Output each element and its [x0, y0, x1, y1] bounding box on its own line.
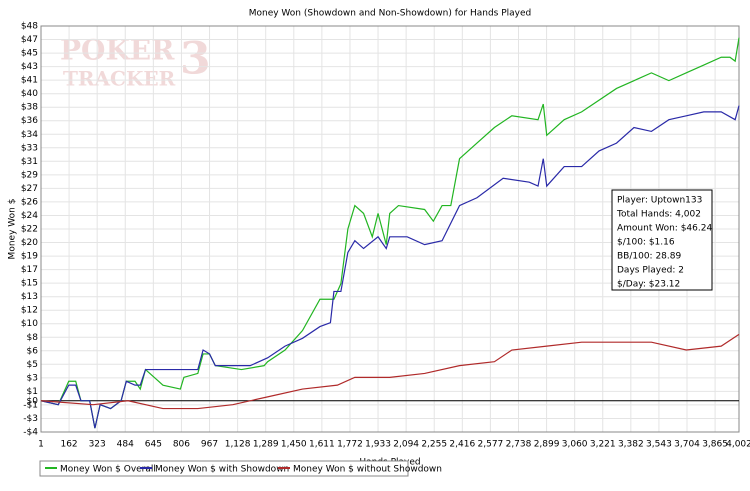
x-tick-label: 645: [145, 440, 162, 450]
y-tick-label: $27: [21, 184, 38, 194]
info-box: [611, 189, 713, 291]
y-tick-label: -$3: [23, 414, 38, 424]
y-tick-label: $13: [21, 292, 38, 302]
y-tick-label: $33: [21, 143, 38, 153]
x-tick-label: 484: [117, 440, 134, 450]
watermark: POKER: [60, 34, 175, 67]
y-tick-label: $1: [27, 387, 38, 397]
x-tick-label: 1,611: [309, 440, 335, 450]
watermark: 3: [180, 34, 211, 85]
y-tick-label: $47: [21, 35, 38, 45]
x-tick-label: 1,450: [281, 440, 307, 450]
x-tick-label: 1,289: [253, 440, 279, 450]
y-tick-label: $22: [21, 225, 38, 235]
x-tick-label: 3,221: [590, 440, 616, 450]
x-tick-label: 3,382: [618, 440, 644, 450]
y-tick-label: -$1: [23, 400, 38, 410]
y-axis-label: Money Won $: [8, 199, 18, 260]
y-tick-label: $43: [21, 62, 38, 72]
legend-label: Money Won $ without Showdown: [293, 465, 442, 475]
plot-frame: [40, 25, 740, 433]
y-tick-label: $29: [21, 170, 38, 180]
x-tick-label: 1,128: [225, 440, 251, 450]
y-tick-label: $48: [21, 22, 38, 32]
x-tick-label: 2,416: [449, 440, 475, 450]
y-tick-label: $34: [21, 130, 38, 140]
x-tick-label: 2,577: [478, 440, 504, 450]
y-tick-label: $5: [27, 360, 38, 370]
y-tick-label: $8: [27, 333, 39, 343]
x-tick-label: 2,255: [421, 440, 447, 450]
y-tick-label: $36: [21, 116, 38, 126]
info-line: BB/100: 28.89: [617, 252, 681, 262]
x-tick-label: 2,094: [393, 440, 419, 450]
y-tick-label: $38: [21, 103, 38, 113]
y-tick-label: $26: [21, 197, 38, 207]
series-line: [40, 105, 740, 429]
info-line: Total Hands: 4,002: [616, 210, 701, 220]
info-line: Amount Won: $46.24: [617, 224, 712, 234]
info-line: $/100: $1.16: [617, 238, 675, 248]
y-tick-label: $6: [27, 346, 39, 356]
info-line: Player: Uptown133: [617, 196, 702, 206]
y-tick-label: $15: [21, 279, 38, 289]
legend-label: Money Won $ with Showdown: [155, 465, 289, 475]
info-line: Days Played: 2: [617, 266, 684, 276]
y-tick-label: $31: [21, 157, 38, 167]
y-tick-label: $20: [21, 238, 38, 248]
x-tick-label: 2,899: [534, 440, 560, 450]
x-tick-label: 3,865: [702, 440, 728, 450]
y-tick-label: $40: [21, 89, 38, 99]
x-tick-label: 162: [60, 440, 77, 450]
x-tick-label: 1,772: [337, 440, 363, 450]
y-tick-label: $12: [21, 306, 38, 316]
y-tick-label: $10: [21, 319, 38, 329]
legend-label: Money Won $ Overall: [60, 465, 156, 475]
y-tick-label: $0: [27, 396, 39, 406]
y-tick-label: $3: [27, 373, 38, 383]
y-tick-label: $19: [21, 252, 38, 262]
x-tick-label: 4,002: [726, 440, 750, 450]
y-tick-label: $17: [21, 265, 38, 275]
series-line: [40, 333, 740, 410]
y-tick-label: $45: [21, 49, 38, 59]
x-tick-label: 967: [201, 440, 218, 450]
x-tick-label: 1: [38, 440, 44, 450]
x-tick-label: 3,060: [562, 440, 588, 450]
info-line: $/Day: $23.12: [617, 280, 680, 290]
watermark: TRACKER: [63, 67, 176, 91]
y-tick-label: $41: [21, 76, 38, 86]
y-tick-label: $24: [21, 211, 38, 221]
y-tick-label: -$4: [23, 428, 38, 438]
x-tick-label: 1,933: [365, 440, 391, 450]
x-tick-label: 806: [173, 440, 190, 450]
x-tick-label: 3,704: [674, 440, 700, 450]
chart-title: Money Won (Showdown and Non-Showdown) fo…: [249, 9, 532, 19]
x-tick-label: 2,738: [506, 440, 532, 450]
x-tick-label: 3,543: [646, 440, 672, 450]
x-tick-label: 323: [89, 440, 106, 450]
legend-box: [39, 460, 409, 477]
